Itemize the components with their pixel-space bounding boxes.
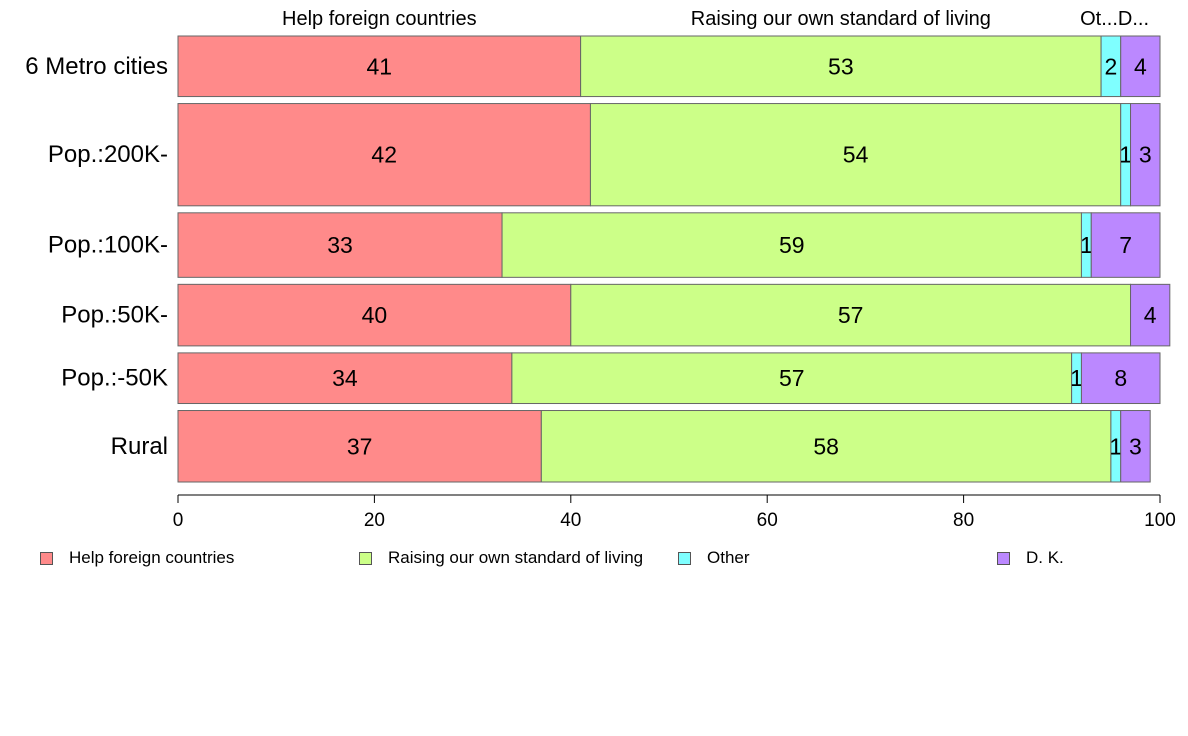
legend-item-dk: D. K. [997,548,1064,568]
bar-segment [1080,352,1161,405]
bar-segment [501,212,1082,278]
legend-item-other: Other [678,548,750,568]
bar-segment [177,352,513,405]
category-label: Pop.:200K- [48,141,168,168]
bar-segment [177,283,572,347]
legend-swatch [997,551,1010,565]
column-header: Ot... [1080,8,1118,30]
legend-label: Other [707,548,750,567]
category-labels: 6 Metro cities Pop.:200K- Pop.:100K- Pop.:5… [25,53,168,460]
data-label: 3 [1129,433,1142,459]
legend-swatch [678,551,691,565]
data-label: 4 [1134,53,1147,79]
data-label: 1 [1080,232,1093,258]
legend-item-raising-standard: Raising our own standard of living [359,548,643,568]
bar-segment [177,410,542,483]
data-label: 7 [1119,232,1132,258]
legend-swatch [359,551,372,565]
bar-segment [177,212,503,278]
legend-label: D. K. [1026,548,1064,567]
data-label: 33 [327,232,353,258]
bar-segment [177,103,591,207]
x-tick-label: 80 [953,510,974,531]
legend-swatch [40,551,53,565]
data-label: 37 [347,433,373,459]
data-label: 4 [1144,302,1157,328]
category-label: Pop.:100K- [48,232,168,259]
data-label: 40 [362,302,388,328]
data-label: 1 [1119,142,1132,168]
x-tick-label: 40 [560,510,581,531]
column-header: Help foreign countries [282,8,477,30]
bar-segment [1130,283,1171,347]
column-header: Raising our own standard of living [691,8,991,30]
x-tick-label: 60 [757,510,778,531]
data-label: 57 [779,365,805,391]
bar-segment [540,410,1112,483]
data-label: 58 [813,433,839,459]
category-label: 6 Metro cities [25,53,168,80]
bar-segment [177,35,582,98]
data-label: 53 [828,53,854,79]
data-label: 3 [1139,142,1152,168]
data-label: 54 [843,142,869,168]
data-label: 2 [1105,53,1118,79]
bar-segment [1130,103,1161,207]
category-label: Rural [111,433,168,460]
bar-segment [570,283,1132,347]
category-label: Pop.:50K- [61,302,168,329]
data-label: 57 [838,302,864,328]
data-label: 41 [367,53,393,79]
x-tick-label: 100 [1144,510,1176,531]
bar-segment [1120,35,1161,98]
legend-item-help-foreign: Help foreign countries [40,548,234,568]
bars: 41 53 2 442 54 1 333 59 1 740 57 434 57 1 837 58 1 3 [177,35,1171,483]
column-headers: Help foreign countries Raising our own st… [282,8,1149,30]
bar-segment [511,352,1073,405]
legend: Help foreign countries Raising our own s… [0,548,1188,568]
data-label: 34 [332,365,358,391]
column-header: D... [1118,8,1149,30]
bar-segment [580,35,1102,98]
legend-label: Raising our own standard of living [388,548,644,567]
category-label: Pop.:-50K [61,365,168,392]
data-label: 42 [371,142,397,168]
legend-label: Help foreign countries [69,548,235,567]
x-tick-label: 20 [364,510,385,531]
x-axis: 0 20 40 60 80 100 [173,494,1176,531]
x-tick-label: 0 [173,510,184,531]
data-label: 8 [1114,365,1127,391]
bar-segment [1120,410,1151,483]
data-label: 1 [1070,365,1083,391]
bar-segment [1090,212,1161,278]
data-label: 1 [1109,433,1122,459]
bar-segment [589,103,1122,207]
data-label: 59 [779,232,805,258]
